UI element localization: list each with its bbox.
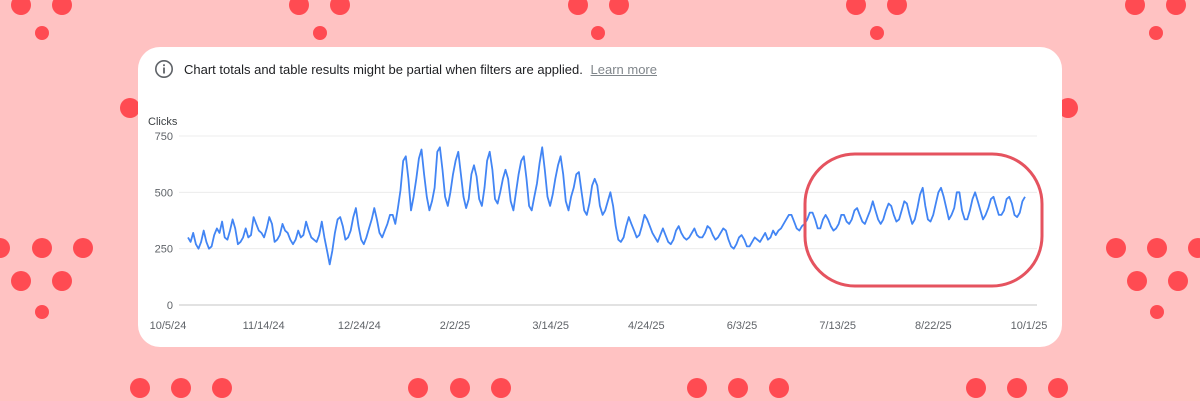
y-tick-label: 750 [155,131,173,143]
decorative-dot [1168,271,1188,291]
decorative-dot [0,238,10,258]
x-tick-label: 7/13/25 [819,320,856,332]
decorative-dot [408,378,428,398]
filter-notice: Chart totals and table results might be … [154,58,657,80]
decorative-dot [330,0,350,15]
decorative-dot [966,378,986,398]
decorative-dot [73,238,93,258]
highlight-ellipse [803,152,1044,288]
decorative-dot [1048,378,1068,398]
decorative-dot [35,26,49,40]
decorative-dot [52,0,72,15]
decorative-dot [491,378,511,398]
decorative-dot [313,26,327,40]
y-tick-label: 0 [167,300,173,312]
decorative-dot [289,0,309,15]
decorative-dot [1058,98,1078,118]
decorative-dot [1125,0,1145,15]
decorative-dot [130,378,150,398]
decorative-dot [1150,305,1164,319]
clicks-line-chart: Clicks 0 250 500 750 10/5/24 11/14/24 12… [148,116,1048,332]
decorative-dot [11,271,31,291]
clicks-series-line [187,146,1026,266]
notice-text: Chart totals and table results might be … [184,61,583,77]
decorative-dot [35,305,49,319]
chart-gridlines [179,135,1037,306]
x-tick-label: 10/5/24 [150,320,187,332]
decorative-dot [887,0,907,15]
x-tick-label: 11/14/24 [243,320,285,332]
decorative-dot [1166,0,1186,15]
decorative-dot [846,0,866,15]
decorative-dot [870,26,884,40]
decorative-dot [1147,238,1167,258]
x-tick-label: 8/22/25 [915,320,952,332]
decorative-dot [32,238,52,258]
chart-card: Clicks 0 250 500 750 10/5/24 11/14/24 12… [138,47,1062,347]
decorative-dot [1007,378,1027,398]
decorative-dot [1106,238,1126,258]
y-tick-label: 500 [155,187,173,199]
y-tick-label: 250 [155,244,173,256]
decorative-dot [1127,271,1147,291]
learn-more-link[interactable]: Learn more [590,61,657,77]
decorative-dot [728,378,748,398]
decorative-dot [450,378,470,398]
y-axis-title: Clicks [148,116,178,128]
decorative-dot [769,378,789,398]
decorative-dot [52,271,72,291]
x-tick-label: 3/14/25 [532,320,569,332]
decorative-dot [591,26,605,40]
x-tick-label: 2/2/25 [440,320,471,332]
decorative-dot [171,378,191,398]
decorative-dot [212,378,232,398]
x-tick-label: 10/1/25 [1011,320,1048,332]
info-icon [155,60,173,78]
x-tick-labels: 10/5/24 11/14/24 12/24/24 2/2/25 3/14/25… [150,320,1048,332]
x-tick-label: 4/24/25 [628,320,665,332]
y-tick-labels: 0 250 500 750 [155,131,173,312]
decorative-dot [568,0,588,15]
decorative-dot [609,0,629,15]
decorative-dot [687,378,707,398]
decorative-dot [11,0,31,15]
x-tick-label: 6/3/25 [727,320,758,332]
decorative-dot [120,98,140,118]
decorative-dot [1188,238,1200,258]
decorative-dot [1149,26,1163,40]
x-tick-label: 12/24/24 [338,320,381,332]
